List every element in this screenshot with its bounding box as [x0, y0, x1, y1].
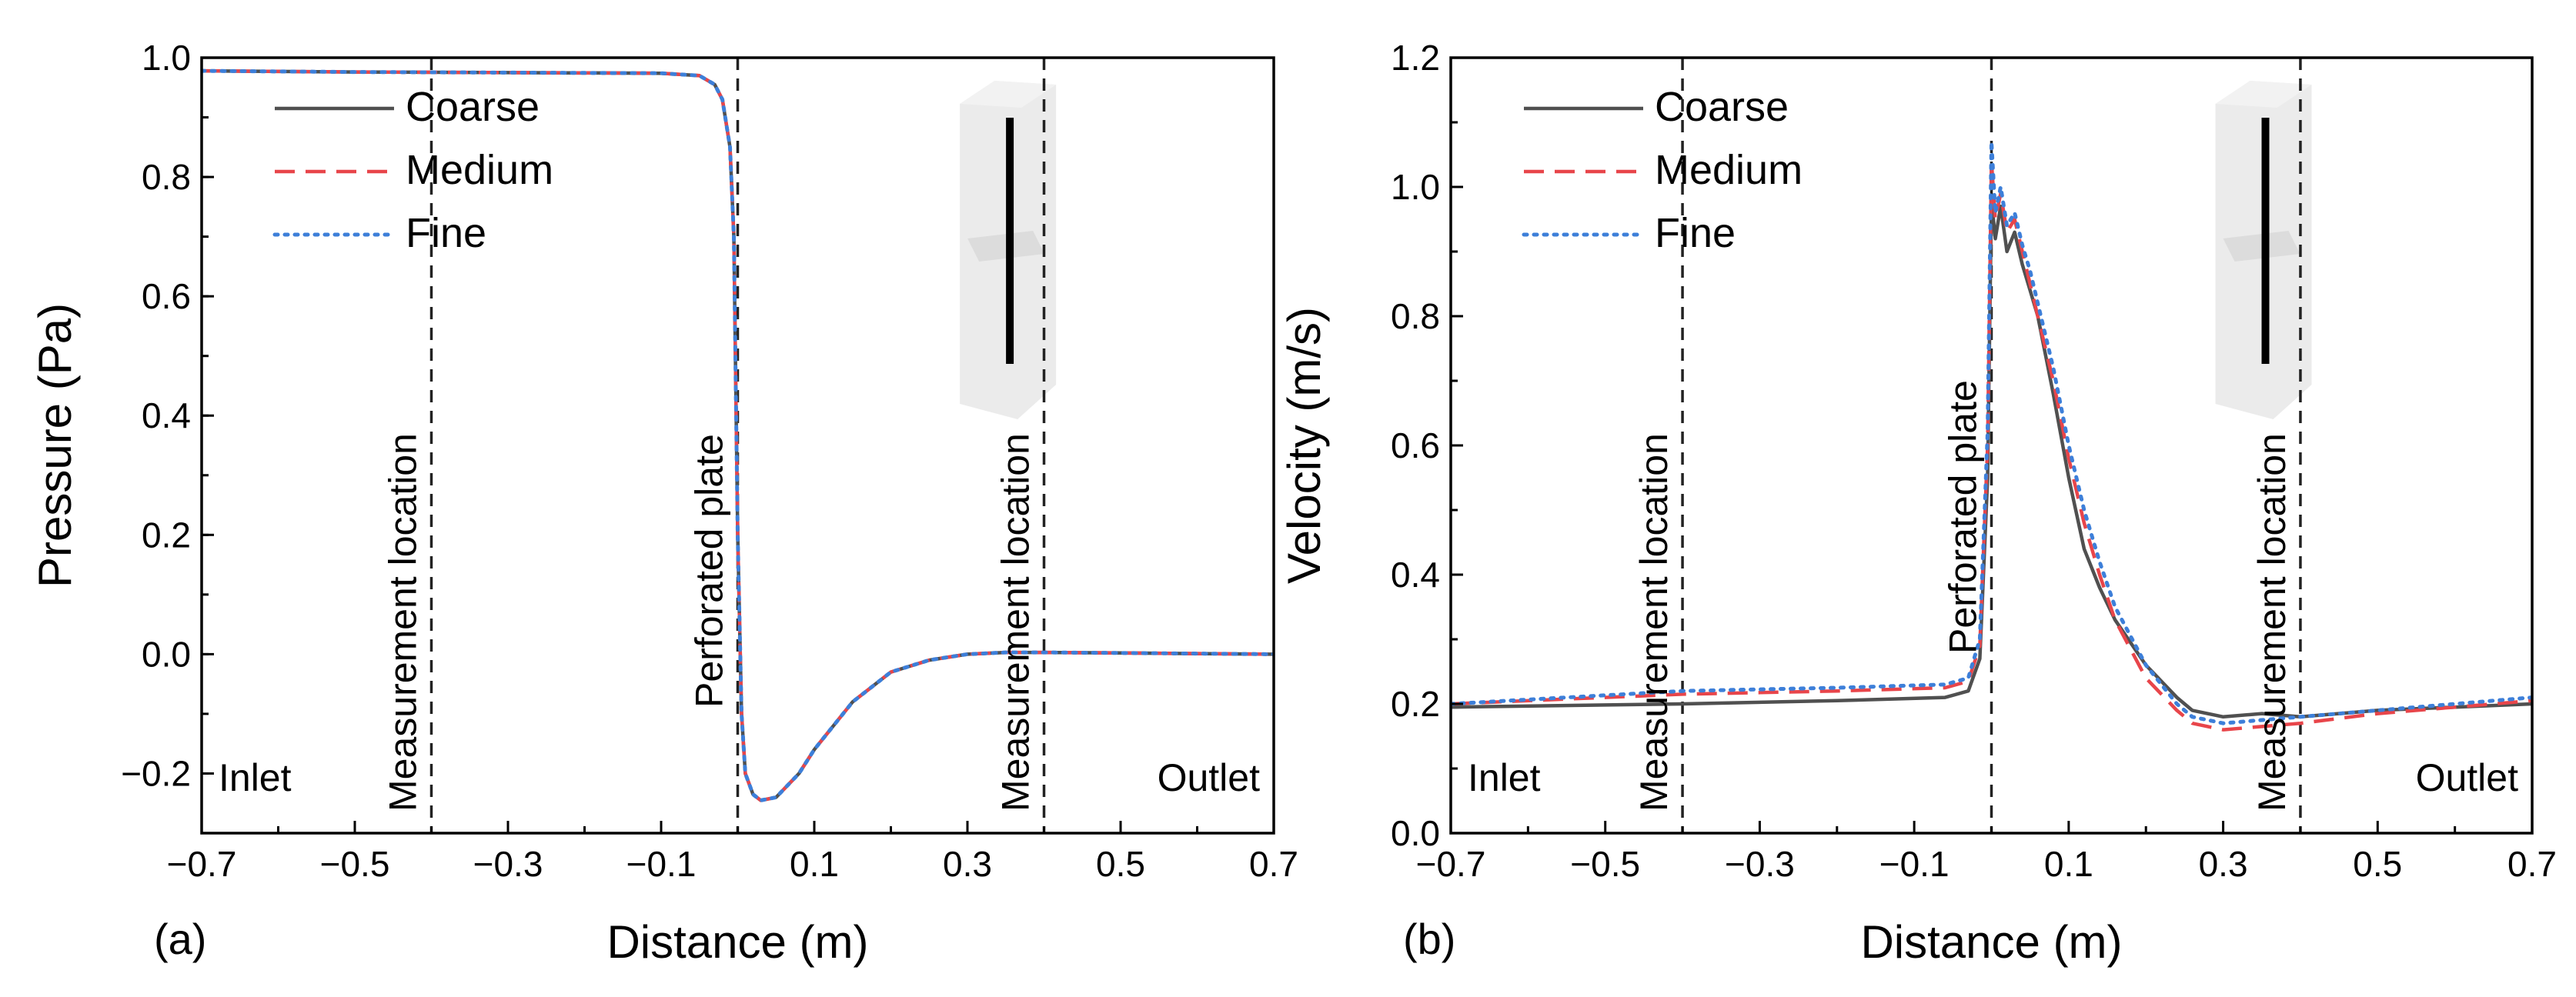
- x-tick-label: −0.5: [320, 844, 390, 884]
- measurement-location-right-label: Measurement location: [2250, 433, 2294, 812]
- legend-label-medium: Medium: [1655, 147, 1803, 193]
- panel-a-pressure-chart: −0.7 −0.5 −0.3 −0.1 0.1 0.3 0.5 0.7 −0.2 0.0 0.2 0.…: [29, 38, 1298, 968]
- x-tick-label: 0.7: [1249, 844, 1298, 884]
- y-tick-label: 0.6: [142, 276, 191, 316]
- legend-label-coarse: Coarse: [1655, 84, 1789, 130]
- y-axis-title: Pressure (Pa): [29, 303, 81, 588]
- series-line-medium: [1451, 159, 2532, 732]
- panel-label: (b): [1403, 915, 1455, 963]
- x-tick-label: −0.3: [1725, 844, 1795, 884]
- measurement-location-right-label: Measurement location: [994, 433, 1037, 812]
- panel-b-velocity-chart: −0.7 −0.5 −0.3 −0.1 0.1 0.3 0.5 0.7 0.0 0.2 0.4 0.6…: [1278, 38, 2557, 968]
- x-axis-title: Distance (m): [606, 916, 868, 968]
- x-tick-label: 0.1: [790, 844, 839, 884]
- y-tick-label: 0.8: [142, 157, 191, 197]
- perforated-plate-label: Perforated plate: [688, 434, 731, 708]
- x-tick-label: −0.3: [473, 844, 543, 884]
- x-tick-label: 0.7: [2508, 844, 2557, 884]
- inset-block-top: [960, 81, 1057, 108]
- legend-label-fine: Fine: [1655, 210, 1736, 256]
- x-tick-label: 0.3: [943, 844, 992, 884]
- y-tick-label: −0.2: [121, 753, 191, 793]
- x-axis-title: Distance (m): [1860, 916, 2122, 968]
- y-tick-label: 0.6: [1391, 425, 1440, 465]
- inlet-label: Inlet: [219, 756, 292, 799]
- x-tick-label: −0.7: [167, 844, 237, 884]
- legend-label-coarse: Coarse: [406, 84, 540, 130]
- outlet-label: Outlet: [2416, 756, 2519, 799]
- y-tick-label: 0.4: [142, 395, 191, 435]
- y-tick-label: 1.0: [1391, 167, 1440, 207]
- x-tick-label: −0.1: [626, 844, 697, 884]
- y-tick-label: 1.2: [1391, 38, 1440, 78]
- outlet-label: Outlet: [1158, 756, 1261, 799]
- x-tick-label: 0.5: [2353, 844, 2402, 884]
- y-tick-label: 0.2: [142, 515, 191, 555]
- series-line-fine: [202, 68, 1274, 802]
- inset-block-top: [2215, 81, 2312, 108]
- y-tick-label: 0.0: [142, 634, 191, 674]
- y-tick-label: 0.2: [1391, 684, 1440, 724]
- y-tick-label: 1.0: [142, 38, 191, 78]
- device-inset-diagram: [2215, 81, 2312, 419]
- series-line-fine: [1451, 139, 2532, 725]
- panel-label: (a): [154, 915, 206, 963]
- y-axis-title: Velocity (m/s): [1278, 307, 1330, 584]
- x-tick-label: −0.1: [1879, 844, 1950, 884]
- legend-label-fine: Fine: [406, 210, 486, 256]
- device-inset-diagram: [960, 81, 1057, 419]
- y-tick-label: 0.4: [1391, 555, 1440, 595]
- perforated-plate-label: Perforated plate: [1942, 380, 1985, 654]
- x-tick-label: −0.7: [1416, 844, 1486, 884]
- measurement-location-left-label: Measurement location: [382, 433, 425, 812]
- x-tick-label: 0.3: [2199, 844, 2248, 884]
- x-tick-label: 0.1: [2044, 844, 2093, 884]
- y-tick-label: 0.0: [1391, 813, 1440, 853]
- x-tick-label: 0.5: [1096, 844, 1145, 884]
- y-tick-label: 0.8: [1391, 296, 1440, 336]
- measurement-location-left-label: Measurement location: [1632, 433, 1676, 812]
- legend-label-medium: Medium: [406, 147, 553, 193]
- x-tick-label: −0.5: [1570, 844, 1640, 884]
- inlet-label: Inlet: [1468, 756, 1541, 799]
